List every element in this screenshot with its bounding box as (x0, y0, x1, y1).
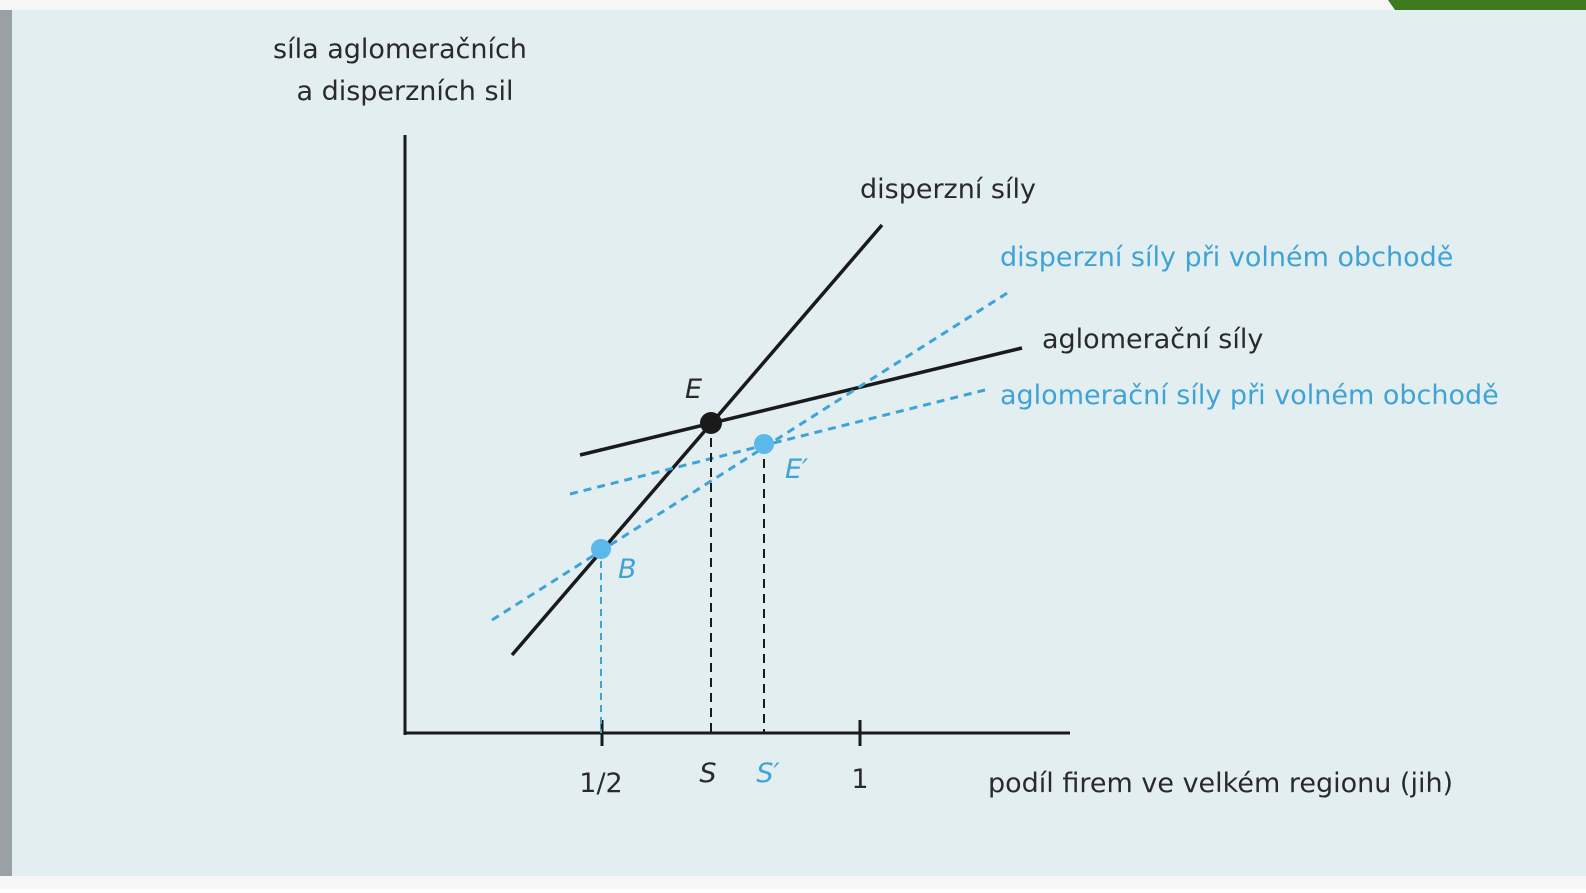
x-tick-label: S′ (756, 758, 779, 789)
top-edge (0, 0, 1586, 10)
point (591, 539, 611, 559)
x-tick-label: 1/2 (579, 768, 622, 799)
agglomeration-line (579, 346, 1023, 457)
line-label: disperzní síly (860, 174, 1036, 205)
dispersion-line (510, 223, 884, 657)
agglomeration-free-trade-line (569, 388, 986, 496)
dispersion-free-trade-line (491, 288, 1013, 622)
y-axis-label: a disperzních sil (296, 76, 513, 107)
equilibrium-point (700, 412, 722, 434)
x-tick-label: 1 (851, 764, 868, 795)
x-axis-label: podíl firem ve velkém regionu (jih) (988, 768, 1453, 799)
line-label: disperzní síly při volném obchodě (1000, 242, 1453, 273)
line-label: aglomerační síly při volném obchodě (1000, 380, 1499, 411)
point-label: B (618, 554, 637, 585)
point-label: E (685, 374, 702, 405)
point-label: E′ (785, 454, 808, 485)
equilibrium-point (754, 434, 774, 454)
left-edge (0, 0, 12, 889)
corner-accent (1388, 0, 1586, 10)
y-axis-label: síla aglomeračních (273, 34, 527, 65)
line-label: aglomerační síly (1042, 324, 1263, 355)
x-tick-label: S (699, 758, 716, 789)
bottom-edge (0, 876, 1586, 889)
